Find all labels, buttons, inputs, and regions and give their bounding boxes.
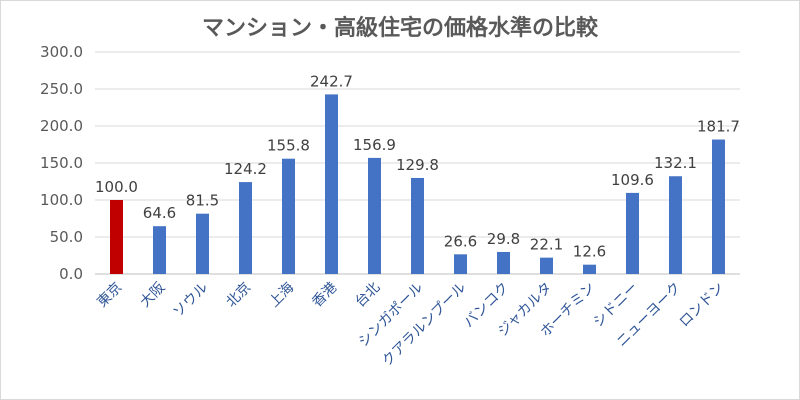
data-label: 132.1 [654, 154, 697, 172]
y-tick-label: 300.0 [40, 43, 83, 61]
bar [239, 182, 252, 274]
bar [153, 226, 166, 274]
bar [282, 158, 295, 274]
data-label: 29.8 [487, 230, 520, 248]
data-label: 155.8 [267, 137, 310, 155]
data-label: 242.7 [310, 72, 353, 90]
bar [196, 213, 209, 274]
chart-title: マンション・高級住宅の価格水準の比較 [201, 16, 598, 41]
data-label: 22.1 [530, 236, 563, 254]
category-label: 台北 [352, 280, 383, 311]
category-label: 大阪 [137, 280, 168, 311]
bar [411, 177, 424, 274]
y-tick-label: 250.0 [40, 80, 83, 98]
y-tick-label: 50.0 [50, 228, 83, 246]
category-label: ロンドン [676, 280, 727, 331]
data-label: 64.6 [143, 204, 176, 222]
data-label: 124.2 [224, 160, 267, 178]
bar [110, 200, 123, 274]
data-label: 100.0 [95, 178, 138, 196]
data-label: 129.8 [396, 156, 439, 174]
category-label: 上海 [266, 280, 297, 311]
category-label: 北京 [223, 280, 254, 311]
bar [540, 257, 553, 274]
data-label: 26.6 [444, 232, 477, 250]
category-label: クアラルンプール [379, 280, 469, 370]
bar [368, 157, 381, 274]
data-label: 109.6 [611, 171, 654, 189]
data-label: 181.7 [697, 118, 740, 136]
data-label: 156.9 [353, 136, 396, 154]
y-tick-label: 150.0 [40, 154, 83, 172]
bar [454, 254, 467, 274]
category-label: 香港 [309, 280, 340, 311]
y-tick-label: 200.0 [40, 117, 83, 135]
bar [325, 94, 338, 274]
data-label: 81.5 [186, 192, 219, 210]
bar [669, 176, 682, 274]
y-tick-label: 0.0 [59, 265, 83, 283]
y-tick-label: 100.0 [40, 191, 83, 209]
bar [626, 192, 639, 274]
bar [497, 251, 510, 274]
bar [712, 139, 725, 274]
category-label: ソウル [170, 280, 211, 321]
data-label: 12.6 [573, 243, 606, 261]
bar [583, 264, 596, 274]
category-label: 東京 [94, 280, 125, 311]
